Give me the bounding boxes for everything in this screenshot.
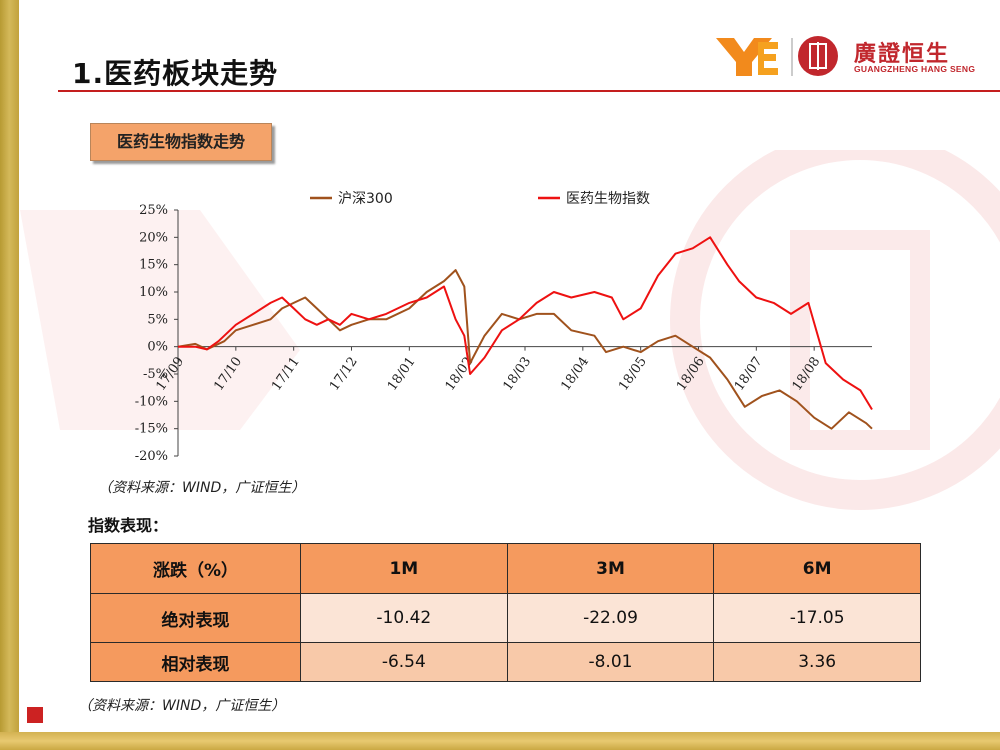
header-cell-label: 涨跌（%） xyxy=(90,543,301,594)
x-tick-label: 17/10 xyxy=(211,354,245,393)
left-decorative-bar xyxy=(0,0,19,750)
x-tick-label: 18/03 xyxy=(500,354,534,393)
logo-name-cn: 廣證恒生 xyxy=(854,42,951,67)
company-logo xyxy=(716,36,838,76)
legend-label: 医药生物指数 xyxy=(566,191,650,207)
header-cell-1m: 1M xyxy=(300,543,508,594)
legend: 沪深300 医药生物指数 xyxy=(310,191,650,207)
y-tick-label: 10% xyxy=(139,285,168,300)
y-tick-label: -15% xyxy=(135,422,168,437)
section-label: 医药生物指数走势 xyxy=(90,123,272,161)
y-tick-label: 15% xyxy=(139,258,168,273)
x-tick-label: 18/06 xyxy=(674,354,708,393)
series-line-hs300 xyxy=(177,269,873,430)
y-tick-label: 5% xyxy=(147,312,168,327)
table-cell: -8.01 xyxy=(506,642,715,682)
x-axis: 17/09 17/10 17/11 17/12 18/01 18/02 18/03 18/04… xyxy=(153,346,872,394)
background-watermark xyxy=(20,150,1000,510)
y-tick-label: 25% xyxy=(139,203,168,218)
x-tick-label: 18/08 xyxy=(790,354,824,393)
red-square-marker xyxy=(27,707,43,723)
table-cell: -22.09 xyxy=(506,593,715,643)
table-cell: -17.05 xyxy=(713,593,921,643)
performance-table: 涨跌（%） 1M 3M 6M 绝对表现 -10.42 -22.09 -17.05… xyxy=(90,543,921,682)
y-tick-label: 20% xyxy=(139,230,168,245)
logo-name-en: GUANGZHENG HANG SENG xyxy=(854,64,976,74)
x-tick-label: 17/12 xyxy=(327,354,361,393)
table-header-row: 涨跌（%） 1M 3M 6M xyxy=(90,543,921,594)
table-cell: -10.42 xyxy=(300,593,508,643)
page-title: 1.医药板块走势 xyxy=(72,57,279,90)
y-axis: 25% 20% 15% 10% 5% 0% -5% -10% -15% -20% xyxy=(135,203,179,464)
seal-icon xyxy=(798,36,838,76)
table-cell: 3.36 xyxy=(713,642,921,682)
y-tick-label: -20% xyxy=(135,449,168,464)
series-line-pharma xyxy=(178,236,873,411)
x-tick-label: 17/11 xyxy=(269,354,303,393)
bottom-decorative-bar xyxy=(0,732,1000,750)
x-tick-label: 18/01 xyxy=(385,354,419,393)
chart-source-note: （资料来源：WIND，广证恒生） xyxy=(98,480,306,496)
table-row-absolute: 绝对表现 -10.42 -22.09 -17.05 xyxy=(90,593,921,643)
header-cell-6m: 6M xyxy=(713,543,921,594)
x-tick-label: 18/05 xyxy=(616,354,650,393)
table-heading: 指数表现： xyxy=(88,516,169,535)
x-tick-label: 18/04 xyxy=(558,354,592,393)
title-underline xyxy=(58,90,1000,92)
row-label: 绝对表现 xyxy=(90,593,301,643)
ye-logo-icon xyxy=(716,38,778,76)
header-cell-3m: 3M xyxy=(506,543,715,594)
table-source-note: （资料来源：WIND，广证恒生） xyxy=(78,698,286,714)
y-tick-label: -10% xyxy=(135,394,168,409)
y-tick-label: -5% xyxy=(143,367,168,382)
row-label: 相对表现 xyxy=(90,642,301,682)
y-tick-label: 0% xyxy=(147,340,168,355)
series xyxy=(177,236,873,430)
x-tick-label: 18/07 xyxy=(732,354,766,393)
table-cell: -6.54 xyxy=(300,642,508,682)
table-row-relative: 相对表现 -6.54 -8.01 3.36 xyxy=(90,642,921,682)
legend-label: 沪深300 xyxy=(338,191,393,207)
